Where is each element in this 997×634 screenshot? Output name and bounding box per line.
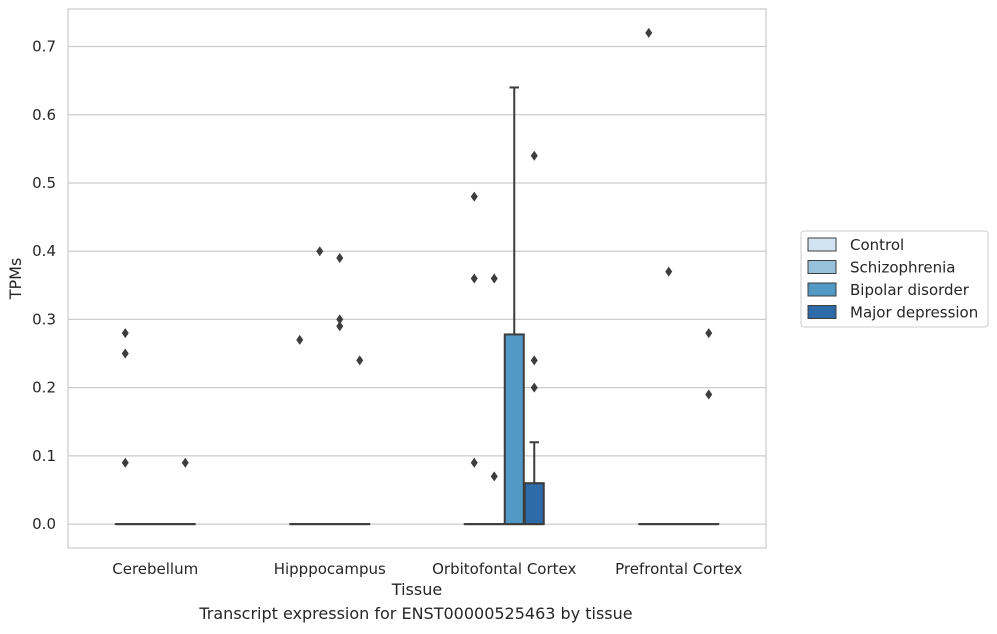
- legend: Control Schizophrenia Bipolar disorder Majo…: [800, 230, 989, 328]
- outlier-point: [530, 150, 538, 161]
- y-tick-label: 0.2: [32, 379, 56, 397]
- box-body: [523, 482, 545, 526]
- outlier-point: [645, 27, 653, 38]
- y-tick-label: 0.5: [32, 174, 56, 192]
- legend-label: Schizophrenia: [850, 259, 955, 277]
- outlier-point: [470, 457, 478, 468]
- plot-frame: [67, 8, 767, 549]
- figure-caption: Transcript expression for ENST0000052546…: [199, 604, 633, 623]
- boxes-layer: [114, 86, 720, 526]
- y-tick-labels: 0.0 0.1 0.2 0.3 0.4 0.5 0.6 0.7: [32, 38, 56, 534]
- outlier-point: [296, 334, 304, 345]
- box-body: [503, 333, 525, 526]
- x-tick-label: Orbitofontal Cortex: [432, 560, 576, 578]
- x-axis-label: Tissue: [391, 580, 442, 599]
- outlier-point: [121, 457, 129, 468]
- y-tick-label: 0.3: [32, 310, 56, 328]
- outlier-point: [356, 355, 364, 366]
- y-tick-label: 0.1: [32, 447, 56, 465]
- legend-label: Bipolar disorder: [850, 281, 970, 299]
- outlier-point: [336, 321, 344, 332]
- x-tick-labels: Cerebellum Hipppocampus Orbitofontal Corte…: [112, 560, 742, 578]
- outlier-point: [316, 246, 324, 257]
- outlier-point: [121, 328, 129, 339]
- outlier-point: [530, 355, 538, 366]
- y-tick-label: 0.0: [32, 515, 56, 533]
- outlier-point: [336, 314, 344, 325]
- x-tick-label: Prefrontal Cortex: [615, 560, 742, 578]
- box-bipolar-disorder: [503, 86, 525, 526]
- legend-label: Control: [850, 236, 904, 254]
- outlier-point: [181, 457, 189, 468]
- outlier-point: [470, 191, 478, 202]
- legend-swatch: [807, 305, 837, 319]
- legend-swatch: [807, 237, 837, 252]
- outlier-point: [470, 273, 478, 284]
- box-major-depression: [523, 441, 545, 526]
- x-tick-label: Cerebellum: [112, 560, 198, 578]
- outlier-point: [705, 389, 713, 400]
- outlier-point: [665, 266, 673, 277]
- y-tick-label: 0.4: [32, 242, 56, 260]
- legend-swatch: [807, 260, 837, 274]
- outlier-point: [530, 382, 538, 393]
- outlier-point: [705, 328, 713, 339]
- legend-label: Major depression: [850, 304, 978, 322]
- y-tick-label: 0.7: [32, 38, 56, 56]
- legend-swatch: [807, 282, 837, 297]
- y-axis-label: TPMs: [6, 258, 25, 301]
- outlier-point: [121, 348, 129, 359]
- x-tick-label: Hipppocampus: [274, 560, 386, 578]
- legend-frame: [800, 230, 989, 328]
- y-tick-label: 0.6: [32, 106, 56, 124]
- grid-lines: [68, 45, 766, 525]
- outliers-layer: [121, 27, 713, 482]
- outlier-point: [490, 273, 498, 284]
- outlier-point: [490, 471, 498, 482]
- outlier-point: [336, 253, 344, 264]
